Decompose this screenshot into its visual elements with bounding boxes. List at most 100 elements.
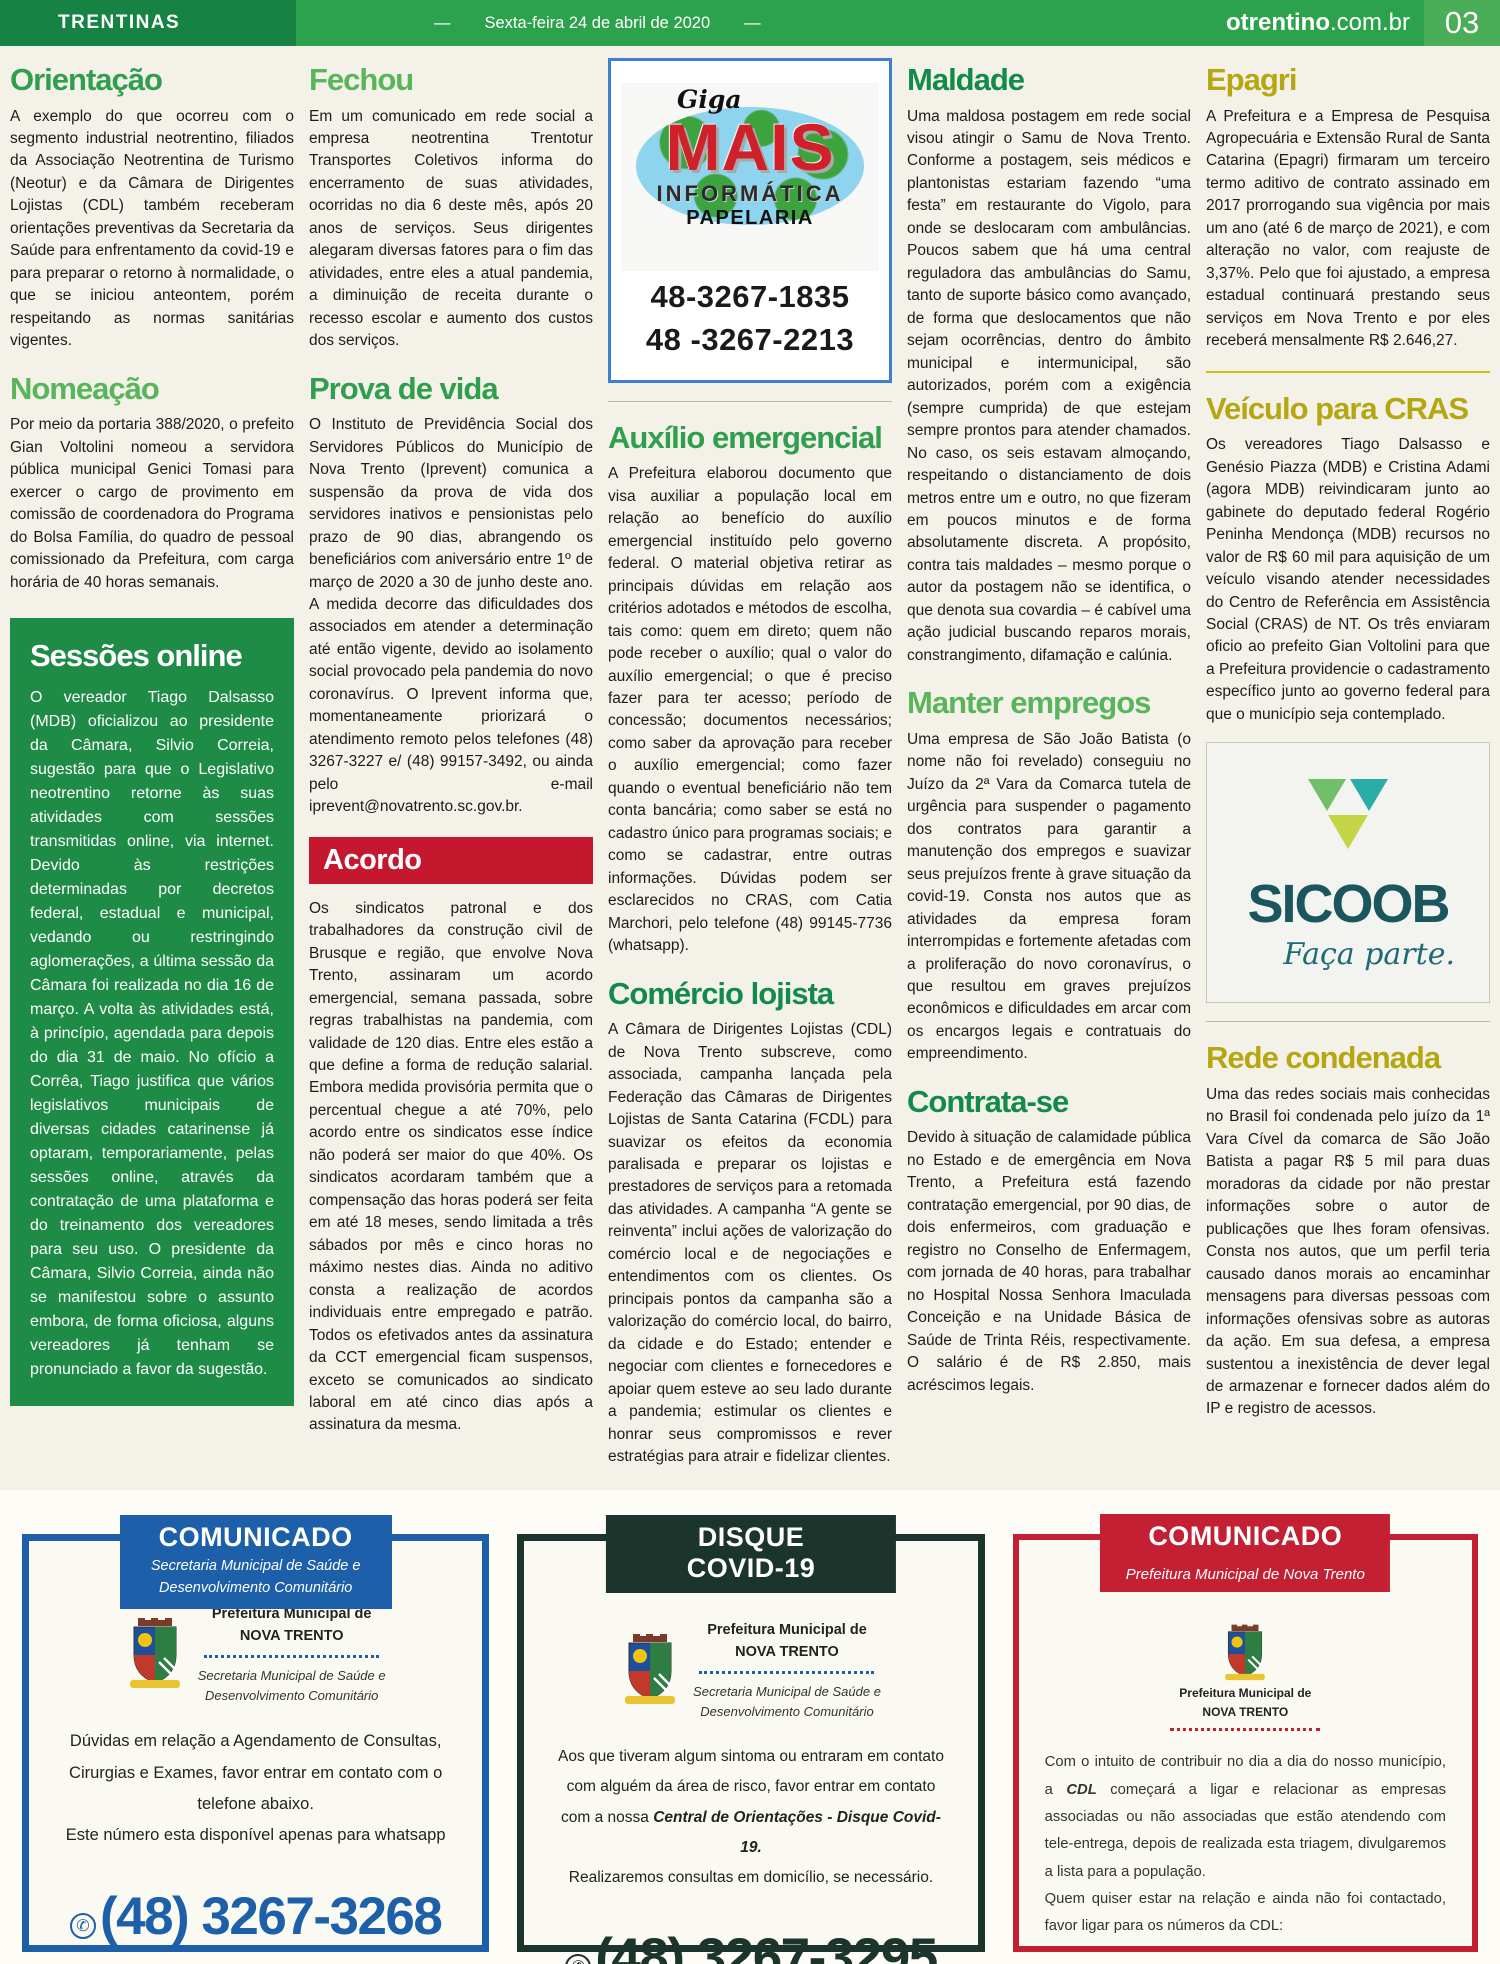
comunicado-blue-sub: Secretaria Municipal de Saúde e Desenvol… xyxy=(134,1556,378,1600)
papelaria-label: PAPELARIA xyxy=(686,207,814,229)
notice-blue-p2: Este número esta disponível apenas para … xyxy=(65,1826,446,1845)
article-orientacao: A exemplo do que ocorreu com o segmento … xyxy=(10,107,294,350)
notice-disque-covid: DISQUE COVID-19 Prefeitura Municipal de xyxy=(517,1515,985,1964)
org-line2: NOVA TRENTO xyxy=(735,1644,839,1661)
edition-date: — Sexta-feira 24 de abril de 2020 — xyxy=(434,14,761,33)
ad-mais-informatica: Giga MAIS INFORMÁTICA PAPELARIA 48-3267-… xyxy=(608,58,892,383)
comunicado-blue-tab: COMUNICADO Secretaria Municipal de Saúde… xyxy=(119,1515,392,1609)
comunicado-blue-title: COMUNICADO xyxy=(158,1522,353,1552)
date-text: Sexta-feira 24 de abril de 2020 xyxy=(484,13,711,32)
headline-orientacao: Orientação xyxy=(10,62,163,97)
article-fechou: Em um comunicado em rede social a empres… xyxy=(309,107,593,350)
dash-right: — xyxy=(744,13,761,32)
headline-sessoes-online: Sessões online xyxy=(30,638,243,673)
ad-sicoob: SICOOB Faça parte. xyxy=(1206,742,1490,1004)
org-line1: Prefeitura Municipal de xyxy=(1179,1686,1312,1700)
article-epagri: A Prefeitura e a Empresa de Pesquisa Agr… xyxy=(1206,107,1490,350)
globe-graphic xyxy=(636,107,864,225)
dotted-separator-red xyxy=(1170,1728,1321,1732)
headline-nomeacao: Nomeação xyxy=(10,370,160,406)
whatsapp-icon: ✆ xyxy=(69,1912,96,1939)
masthead-bar: — Sexta-feira 24 de abril de 2020 — otre… xyxy=(296,0,1424,46)
divider xyxy=(608,400,892,402)
notice-dark-phone-row: ✆ (48) 3267-3295 xyxy=(524,1927,977,1964)
notice-comunicado-cdl: COMUNICADO Prefeitura Municipal de Nova … xyxy=(1012,1514,1478,1952)
headline-maldade: Maldade xyxy=(907,62,1025,97)
org-sub-blue: Secretaria Municipal de Saúde e Desenvol… xyxy=(198,1666,386,1706)
sicoob-tagline: Faça parte. xyxy=(1283,937,1455,973)
org-line1: Prefeitura Municipal de xyxy=(707,1622,867,1638)
comunicado-red-sub: Prefeitura Municipal de Nova Trento xyxy=(1125,1566,1365,1583)
mais-phone-1: 48-3267-1835 xyxy=(650,279,850,314)
disque-line1: DISQUE xyxy=(697,1522,805,1552)
column-5: Epagri A Prefeitura e a Empresa de Pesqu… xyxy=(1206,58,1490,1490)
disque-covid-tab: DISQUE COVID-19 xyxy=(605,1515,897,1593)
article-acordo: Os sindicatos patronal e dos trabalhador… xyxy=(309,899,593,1434)
org-block-dark: Prefeitura Municipal de NOVA TRENTO Secr… xyxy=(524,1619,977,1722)
nova-trento-coat-of-arms xyxy=(1225,1624,1266,1681)
article-manter-empregos: Uma empresa de São João Batista (o nome … xyxy=(907,730,1191,1063)
notice-blue-p1: Dúvidas em relação a Agendamento de Cons… xyxy=(69,1732,443,1813)
mais-phone-2: 48 -3267-2213 xyxy=(645,322,855,358)
notice-dark-p1: Aos que tiveram algum sintoma ou entrara… xyxy=(558,1748,944,1826)
headline-auxilio-emergencial: Auxílio emergencial xyxy=(608,419,883,455)
org-line2: NOVA TRENTO xyxy=(239,1628,344,1645)
org-name-blue: Prefeitura Municipal de NOVA TRENTO xyxy=(198,1603,386,1648)
column-3: Giga MAIS INFORMÁTICA PAPELARIA 48-3267-… xyxy=(608,58,892,1490)
nova-trento-coat-of-arms xyxy=(129,1617,180,1688)
notice-comunicado-saude: COMUNICADO Secretaria Municipal de Saúde… xyxy=(22,1515,490,1952)
headline-comercio-lojista: Comércio lojista xyxy=(608,975,834,1011)
column-1: Orientação A exemplo do que ocorreu com … xyxy=(10,58,294,1490)
article-veiculo-para-cras: Os vereadores Tiago Dalsasso e Genésio P… xyxy=(1206,436,1490,723)
notice-blue-phone-row: ✆ (48) 3267-3268 xyxy=(29,1886,482,1947)
article-contrata-se: Devido à situação de calamidade pública … xyxy=(907,1129,1191,1394)
org-name-red: Prefeitura Municipal de NOVA TRENTO xyxy=(1019,1684,1472,1721)
column-2: Fechou Em um comunicado em rede social a… xyxy=(309,58,593,1490)
notice-red-p1-post: começará a ligar e relacionar as empresa… xyxy=(1044,1781,1446,1880)
giga-script-text: Giga xyxy=(677,85,742,114)
notice-dark-phone: (48) 3267-3295 xyxy=(595,1928,938,1964)
article-nomeacao: Por meio da portaria 388/2020, o prefeit… xyxy=(10,416,294,591)
article-comercio-lojista: A Câmara de Dirigentes Lojistas (CDL) de… xyxy=(608,1021,892,1466)
article-auxilio-emergencial: A Prefeitura elaborou documento que visa… xyxy=(608,465,892,955)
comunicado-red-tab: COMUNICADO Prefeitura Municipal de Nova … xyxy=(1100,1514,1391,1592)
bottom-notices: COMUNICADO Secretaria Municipal de Saúde… xyxy=(0,1490,1500,1964)
headline-acordo: Acordo xyxy=(309,836,593,884)
disque-line2: COVID-19 xyxy=(686,1553,816,1583)
divider xyxy=(1206,1021,1490,1023)
sicoob-triangle-logo xyxy=(1308,779,1388,850)
org-sub-line2: Desenvolvimento Comunitário xyxy=(700,1704,874,1720)
page-number: 03 xyxy=(1424,0,1500,46)
sicoob-wordmark: SICOOB xyxy=(1247,874,1450,935)
org-sub-line2: Desenvolvimento Comunitário xyxy=(204,1688,379,1704)
article-rede-condenada: Uma das redes sociais mais conhecidas no… xyxy=(1206,1085,1490,1418)
headline-rede-condenada: Rede condenada xyxy=(1206,1040,1441,1076)
masthead: TRENTINAS — Sexta-feira 24 de abril de 2… xyxy=(0,0,1500,46)
headline-prova-de-vida: Prova de vida xyxy=(309,370,499,406)
org-text-dark: Prefeitura Municipal de NOVA TRENTO Secr… xyxy=(693,1619,881,1722)
headline-epagri: Epagri xyxy=(1206,62,1297,97)
column-4: Maldade Uma maldosa postagem em rede soc… xyxy=(907,58,1191,1490)
headline-manter-empregos: Manter empregos xyxy=(907,685,1151,721)
yellow-divider xyxy=(1206,370,1490,373)
article-maldade: Uma maldosa postagem em rede social viso… xyxy=(907,107,1191,664)
org-block-red: Prefeitura Municipal de NOVA TRENTO xyxy=(1019,1624,1472,1732)
notice-dark-p2: Realizaremos consultas em domicílio, se … xyxy=(568,1869,934,1887)
site-url-rest: .com.br xyxy=(1329,9,1410,36)
headline-contrata-se: Contrata-se xyxy=(907,1083,1069,1119)
notice-red-p1-pre: Com o intuito de contribuir no dia a dia… xyxy=(1044,1754,1446,1798)
org-text-blue: Prefeitura Municipal de NOVA TRENTO Secr… xyxy=(198,1603,386,1706)
comunicado-red-title: COMUNICADO xyxy=(1148,1521,1343,1551)
org-sub-line1: Secretaria Municipal de Saúde e xyxy=(693,1683,881,1699)
comunicado-blue-sub1: Secretaria Municipal de Saúde e xyxy=(150,1558,361,1574)
mais-wordmark: MAIS xyxy=(665,110,835,184)
org-name-dark: Prefeitura Municipal de NOVA TRENTO xyxy=(693,1619,881,1664)
notice-dark-body: Aos que tiveram algum sintoma ou entrara… xyxy=(524,1728,977,1893)
headline-fechou: Fechou xyxy=(309,62,414,97)
site-url-bold: otrentino xyxy=(1226,9,1330,36)
nova-trento-coat-of-arms xyxy=(625,1633,676,1704)
articles-area: Orientação A exemplo do que ocorreu com … xyxy=(0,46,1500,1490)
dash-left: — xyxy=(434,13,451,32)
comunicado-blue-sub2: Desenvolvimento Comunitário xyxy=(158,1579,353,1596)
